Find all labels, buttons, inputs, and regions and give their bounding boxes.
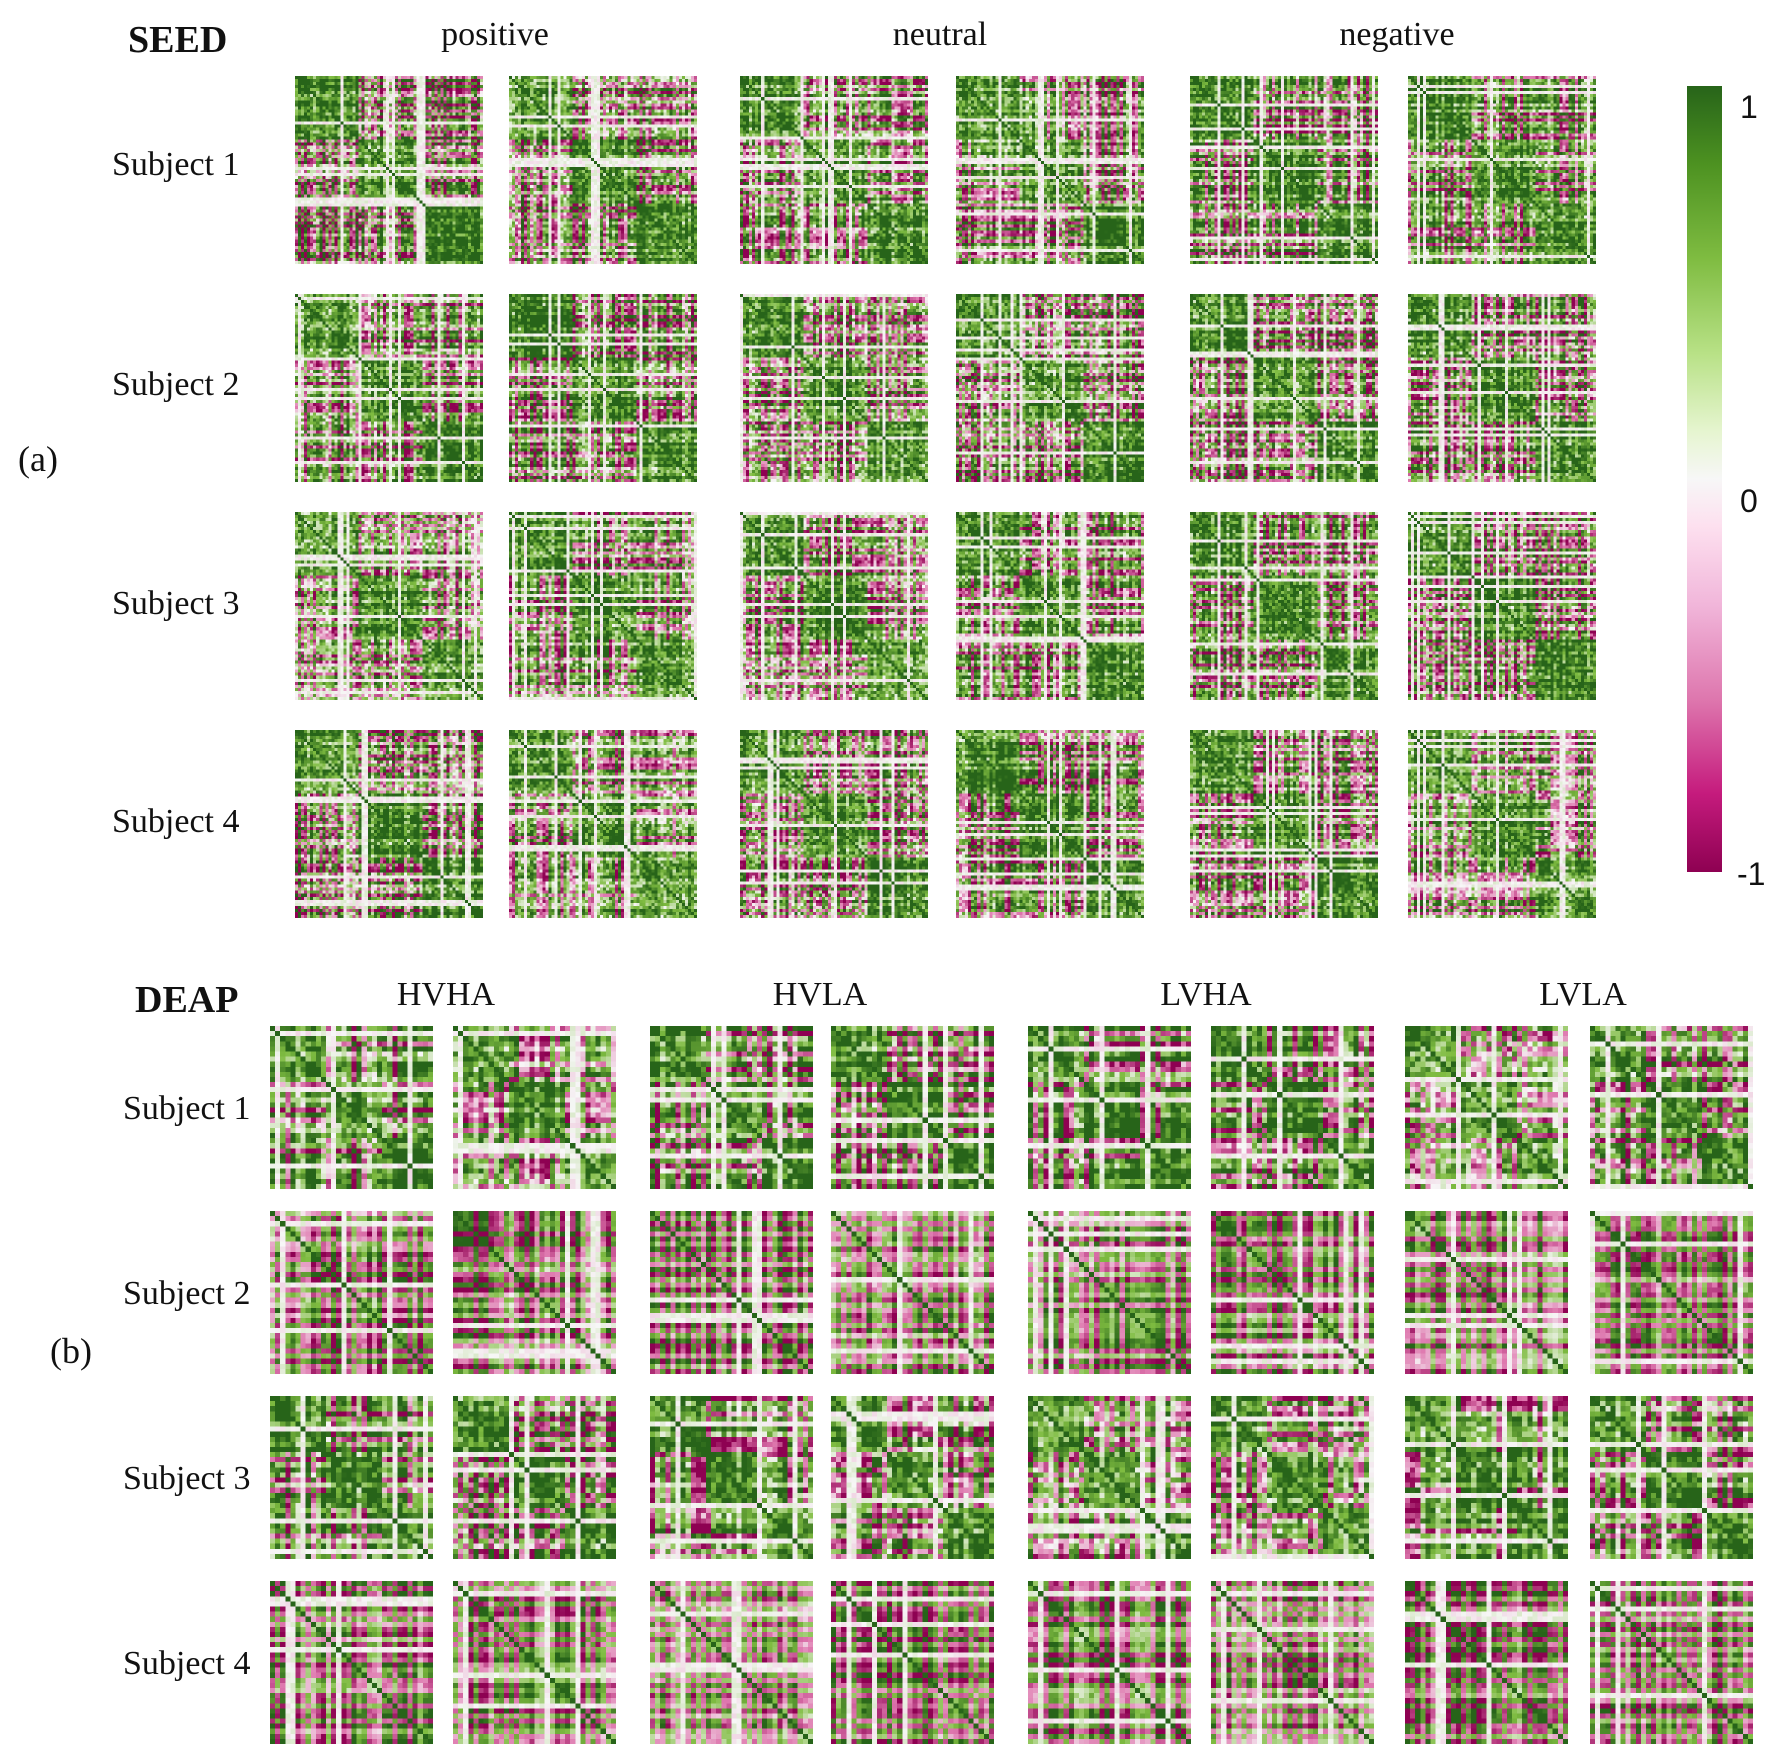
- heatmap-deap-hvha-subject-3-matrix-1: [270, 1396, 433, 1559]
- heatmap-deap-hvha-subject-4-matrix-1: [270, 1581, 433, 1744]
- heatmap-seed-positive-subject-2-matrix-1: [295, 294, 483, 482]
- heatmap-deap-hvla-subject-1-matrix-1: [650, 1026, 813, 1189]
- heatmap-deap-lvla-subject-4-matrix-1: [1405, 1581, 1568, 1744]
- heatmap-deap-hvla-subject-4-matrix-2: [831, 1581, 994, 1744]
- deap-subject-4-label: Subject 4: [123, 1645, 251, 1682]
- heatmap-deap-lvha-subject-2-matrix-1: [1028, 1211, 1191, 1374]
- seed-condition-negative: negative: [1339, 16, 1455, 53]
- seed-condition-positive: positive: [441, 16, 549, 53]
- heatmap-deap-hvla-subject-1-matrix-2: [831, 1026, 994, 1189]
- heatmap-seed-positive-subject-1-matrix-1: [295, 76, 483, 264]
- heatmap-deap-hvla-subject-2-matrix-2: [831, 1211, 994, 1374]
- heatmap-deap-hvha-subject-3-matrix-2: [453, 1396, 616, 1559]
- heatmap-seed-neutral-subject-4-matrix-2: [956, 730, 1144, 918]
- seed-subject-4-label: Subject 4: [112, 803, 240, 840]
- heatmap-seed-negative-subject-1-matrix-1: [1190, 76, 1378, 264]
- heatmap-seed-positive-subject-3-matrix-2: [509, 512, 697, 700]
- heatmap-seed-neutral-subject-3-matrix-2: [956, 512, 1144, 700]
- heatmap-deap-hvla-subject-2-matrix-1: [650, 1211, 813, 1374]
- heatmap-seed-negative-subject-1-matrix-2: [1408, 76, 1596, 264]
- heatmap-deap-lvha-subject-3-matrix-2: [1211, 1396, 1374, 1559]
- heatmap-deap-lvla-subject-2-matrix-1: [1405, 1211, 1568, 1374]
- heatmap-seed-positive-subject-4-matrix-1: [295, 730, 483, 918]
- heatmap-seed-positive-subject-2-matrix-2: [509, 294, 697, 482]
- deap-condition-lvla: LVLA: [1539, 976, 1627, 1013]
- heatmap-seed-negative-subject-2-matrix-1: [1190, 294, 1378, 482]
- seed-dataset-title: SEED: [128, 19, 228, 61]
- heatmap-seed-positive-subject-4-matrix-2: [509, 730, 697, 918]
- heatmap-deap-hvha-subject-1-matrix-1: [270, 1026, 433, 1189]
- heatmap-deap-lvla-subject-3-matrix-2: [1590, 1396, 1753, 1559]
- heatmap-seed-negative-subject-4-matrix-2: [1408, 730, 1596, 918]
- heatmap-seed-positive-subject-1-matrix-2: [509, 76, 697, 264]
- heatmap-seed-negative-subject-4-matrix-1: [1190, 730, 1378, 918]
- deap-subject-2-label: Subject 2: [123, 1275, 251, 1312]
- colorbar: [1687, 86, 1722, 872]
- heatmap-deap-lvla-subject-4-matrix-2: [1590, 1581, 1753, 1744]
- deap-subject-3-label: Subject 3: [123, 1460, 251, 1497]
- heatmap-deap-lvha-subject-3-matrix-1: [1028, 1396, 1191, 1559]
- seed-condition-neutral: neutral: [892, 16, 988, 53]
- heatmap-seed-neutral-subject-2-matrix-1: [740, 294, 928, 482]
- heatmap-deap-lvha-subject-1-matrix-1: [1028, 1026, 1191, 1189]
- heatmap-deap-lvla-subject-1-matrix-2: [1590, 1026, 1753, 1189]
- seed-subject-3-label: Subject 3: [112, 585, 240, 622]
- colorbar-tick-max: 1: [1740, 89, 1758, 125]
- heatmap-deap-hvla-subject-4-matrix-1: [650, 1581, 813, 1744]
- heatmap-deap-hvla-subject-3-matrix-1: [650, 1396, 813, 1559]
- heatmap-deap-hvha-subject-2-matrix-2: [453, 1211, 616, 1374]
- seed-subject-2-label: Subject 2: [112, 366, 240, 403]
- heatmap-deap-hvha-subject-2-matrix-1: [270, 1211, 433, 1374]
- deap-condition-lvha: LVHA: [1160, 976, 1252, 1013]
- deap-subject-1-label: Subject 1: [123, 1090, 251, 1127]
- heatmap-deap-lvha-subject-1-matrix-2: [1211, 1026, 1374, 1189]
- heatmap-deap-hvla-subject-3-matrix-2: [831, 1396, 994, 1559]
- heatmap-deap-lvha-subject-4-matrix-1: [1028, 1581, 1191, 1744]
- deap-condition-hvla: HVLA: [772, 976, 868, 1013]
- deap-dataset-title: DEAP: [135, 979, 239, 1021]
- panel-b-label: (b): [50, 1331, 92, 1371]
- heatmap-seed-negative-subject-3-matrix-2: [1408, 512, 1596, 700]
- heatmap-deap-lvla-subject-1-matrix-1: [1405, 1026, 1568, 1189]
- heatmap-deap-hvha-subject-1-matrix-2: [453, 1026, 616, 1189]
- colorbar-tick-zero: 0: [1740, 483, 1758, 519]
- seed-subject-1-label: Subject 1: [112, 146, 240, 183]
- heatmap-deap-lvla-subject-3-matrix-1: [1405, 1396, 1568, 1559]
- heatmap-seed-neutral-subject-1-matrix-2: [956, 76, 1144, 264]
- heatmap-seed-neutral-subject-4-matrix-1: [740, 730, 928, 918]
- heatmap-deap-lvha-subject-4-matrix-2: [1211, 1581, 1374, 1744]
- heatmap-seed-negative-subject-2-matrix-2: [1408, 294, 1596, 482]
- heatmap-deap-hvha-subject-4-matrix-2: [453, 1581, 616, 1744]
- heatmap-seed-neutral-subject-1-matrix-1: [740, 76, 928, 264]
- deap-condition-hvha: HVHA: [396, 976, 496, 1013]
- colorbar-tick-min: -1: [1737, 856, 1766, 892]
- heatmap-deap-lvha-subject-2-matrix-2: [1211, 1211, 1374, 1374]
- heatmap-seed-neutral-subject-2-matrix-2: [956, 294, 1144, 482]
- heatmap-seed-negative-subject-3-matrix-1: [1190, 512, 1378, 700]
- panel-a-label: (a): [18, 439, 58, 479]
- heatmap-seed-positive-subject-3-matrix-1: [295, 512, 483, 700]
- heatmap-deap-lvla-subject-2-matrix-2: [1590, 1211, 1753, 1374]
- heatmap-seed-neutral-subject-3-matrix-1: [740, 512, 928, 700]
